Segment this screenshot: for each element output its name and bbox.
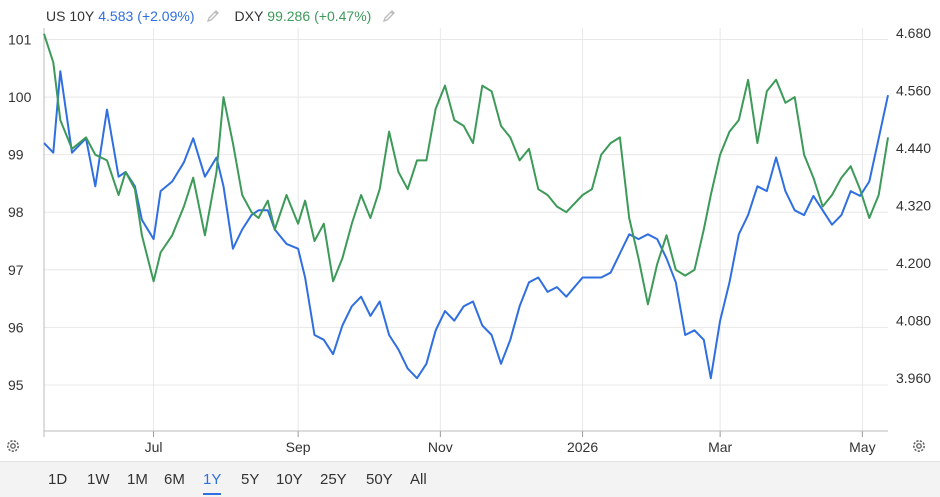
range-button-1m[interactable]: 1M xyxy=(127,471,148,488)
right-axis-tick-label: 4.440 xyxy=(896,140,931,156)
x-axis-tick-label: Mar xyxy=(708,439,732,455)
left-axis-tick-label: 101 xyxy=(8,32,32,48)
legend-change-us10y: (+2.09%) xyxy=(137,8,195,24)
chart-canvas: 95 96 97 98 99 100 101 3.960 4.080 4.200 4.320 4.44… xyxy=(8,25,931,455)
left-axis-tick-label: 100 xyxy=(8,89,32,105)
left-axis-tick-label: 95 xyxy=(8,377,24,393)
right-axis-tick-label: 4.080 xyxy=(896,313,931,329)
gear-icon[interactable] xyxy=(910,437,928,455)
range-button-25y[interactable]: 25Y xyxy=(320,471,347,488)
x-axis-tick-label: May xyxy=(849,439,875,455)
right-axis-tick-label: 4.680 xyxy=(896,25,931,41)
range-button-6m[interactable]: 6M xyxy=(164,471,185,488)
range-button-1d[interactable]: 1D xyxy=(48,471,68,488)
range-button-all[interactable]: All xyxy=(410,471,427,488)
legend-symbol-dxy: DXY xyxy=(234,8,264,24)
range-button-10y[interactable]: 10Y xyxy=(276,471,303,488)
legend-value-dxy: 99.286 xyxy=(267,8,311,24)
right-axis-tick-label: 4.560 xyxy=(896,82,931,98)
series-line-dxy xyxy=(43,33,889,306)
x-axis-tick-label: 2026 xyxy=(567,439,598,455)
left-axis-tick-label: 96 xyxy=(8,319,24,335)
range-button-5y[interactable]: 5Y xyxy=(241,471,260,488)
range-button-1w[interactable]: 1W xyxy=(87,471,110,488)
x-axis-tick-label: Jul xyxy=(145,439,163,455)
pencil-icon[interactable] xyxy=(205,8,221,24)
range-button-50y[interactable]: 50Y xyxy=(366,471,393,488)
x-axis-tick-label: Sep xyxy=(286,439,311,455)
pencil-icon[interactable] xyxy=(381,8,397,24)
series-line-us-10y xyxy=(43,70,889,380)
gear-icon[interactable] xyxy=(4,437,22,455)
right-axis-tick-label: 4.200 xyxy=(896,255,931,271)
chart-legend: US 10Y 4.583 (+2.09%) DXY 99.286 (+0.47%… xyxy=(46,7,411,25)
legend-value-us10y: 4.583 xyxy=(98,8,134,24)
range-button-1y[interactable]: 1Y xyxy=(203,469,222,495)
left-axis-tick-label: 98 xyxy=(8,204,24,220)
legend-symbol-us10y: US 10Y xyxy=(46,8,95,24)
legend-change-dxy: (+0.47%) xyxy=(314,8,372,24)
range-selector: 1D 1W 1M 6M 1Y 5Y 10Y 25Y 50Y All xyxy=(0,461,940,497)
right-axis-tick-label: 3.960 xyxy=(896,370,931,386)
left-axis-tick-label: 99 xyxy=(8,147,24,163)
x-axis-tick-label: Nov xyxy=(428,439,453,455)
left-axis-tick-label: 97 xyxy=(8,262,24,278)
right-axis-tick-label: 4.320 xyxy=(896,198,931,214)
